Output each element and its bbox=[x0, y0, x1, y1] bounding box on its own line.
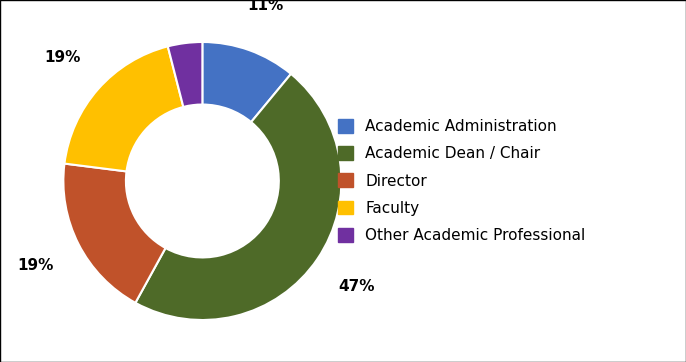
Legend: Academic Administration, Academic Dean / Chair, Director, Faculty, Other Academi: Academic Administration, Academic Dean /… bbox=[331, 113, 591, 249]
Text: 47%: 47% bbox=[339, 279, 375, 294]
Text: 19%: 19% bbox=[44, 50, 80, 65]
Wedge shape bbox=[168, 42, 202, 107]
Wedge shape bbox=[135, 74, 342, 320]
Wedge shape bbox=[64, 46, 183, 172]
Wedge shape bbox=[202, 42, 291, 122]
Wedge shape bbox=[63, 164, 165, 303]
Text: 11%: 11% bbox=[248, 0, 284, 13]
Text: 4%: 4% bbox=[166, 0, 192, 3]
Text: 19%: 19% bbox=[18, 258, 54, 273]
